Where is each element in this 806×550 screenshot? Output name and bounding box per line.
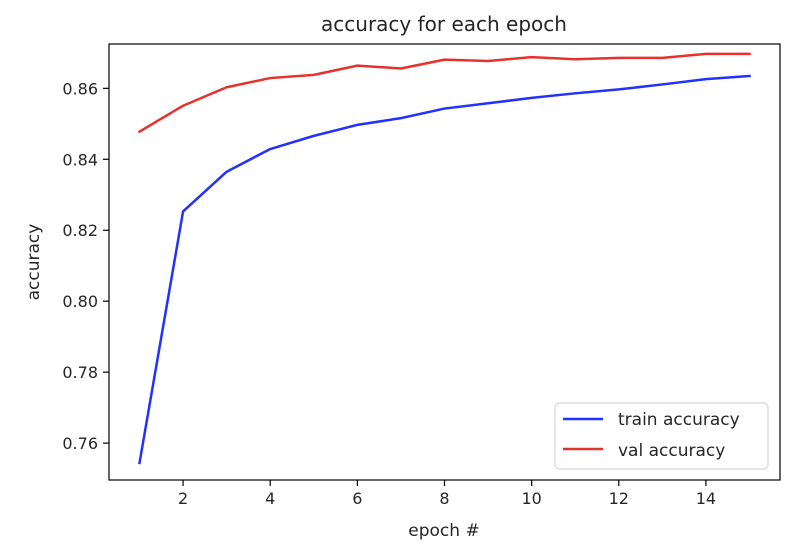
x-tick-label: 2 [178,489,188,508]
x-tick-label: 6 [352,489,362,508]
y-tick-label: 0.80 [62,292,98,311]
marks-layer [137,52,751,465]
x-axis-title: epoch # [408,521,479,541]
legend-label-val-accuracy: val accuracy [618,441,725,461]
x-tick-label: 12 [609,489,629,508]
series-line-val-accuracy [137,52,751,134]
x-tick-label: 8 [439,489,449,508]
chart-title: accuracy for each epoch [321,12,567,36]
y-axis-title: accuracy [24,224,44,301]
x-tick-label: 10 [521,489,541,508]
y-tick-label: 0.84 [62,150,98,169]
y-tick-label: 0.82 [62,221,98,240]
x-tick-label: 4 [265,489,275,508]
legend-label-train-accuracy: train accuracy [618,410,740,430]
legend: train accuracy val accuracy [554,402,769,470]
series-line-train-accuracy [138,74,751,465]
legend-box [554,402,769,470]
y-tick-label: 0.76 [62,434,98,453]
y-tick-label: 0.86 [62,79,98,98]
axes-layer: 2 4 6 8 10 12 14 0.76 0.78 0.80 0.82 0.84 0.86 [62,43,781,508]
x-tick-label: 14 [696,489,716,508]
y-tick-label: 0.78 [62,363,98,382]
